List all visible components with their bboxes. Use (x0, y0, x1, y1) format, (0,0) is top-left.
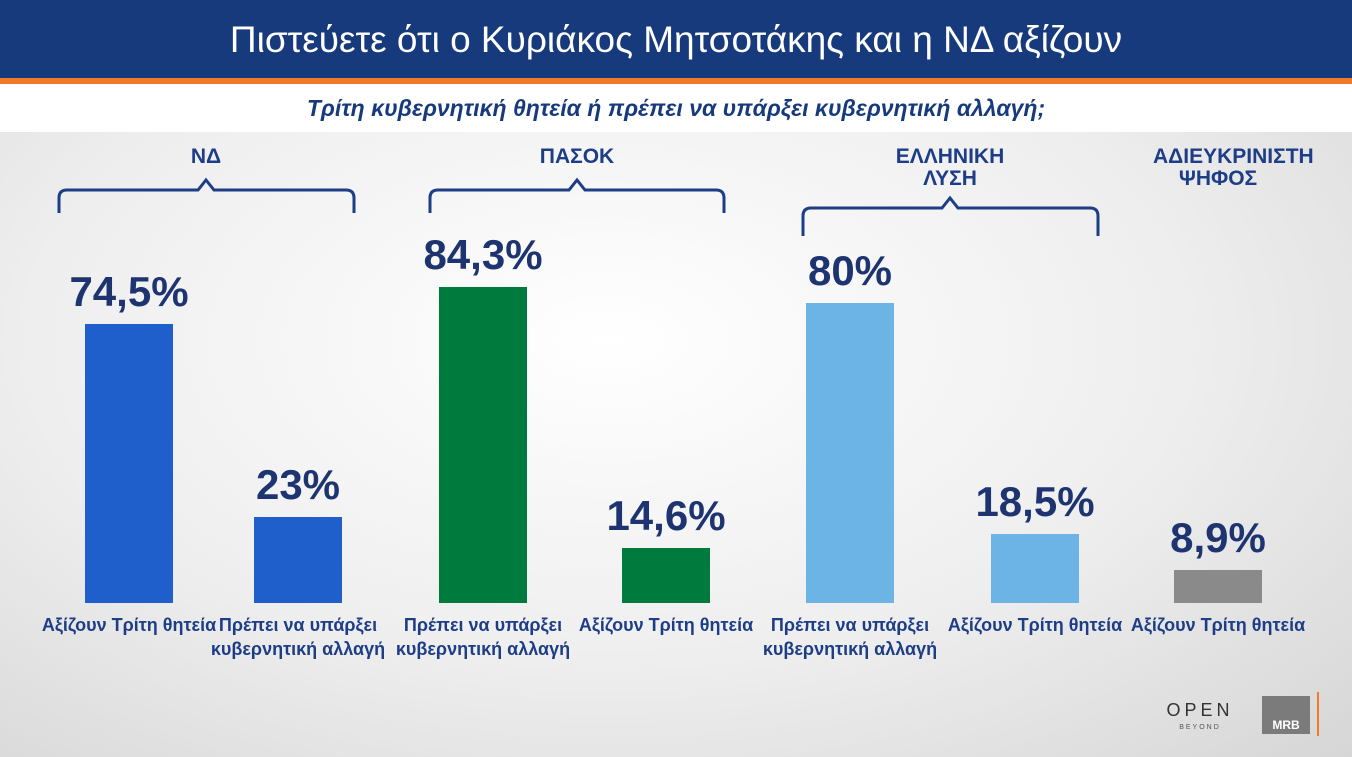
value-label: 74,5% (69, 267, 189, 315)
bar (806, 303, 894, 603)
group-name: ΝΔ (190, 145, 222, 168)
value-label: 23% (255, 460, 341, 508)
bar-label: Αξίζουν Τρίτη θητεία (578, 615, 754, 635)
group-name: ΠΑΣΟΚ (539, 145, 615, 168)
header-stripe (0, 78, 1352, 84)
pollster-logo (1262, 696, 1310, 734)
group-name: ΕΛΛΗΝΙΚΗ ΛΥΣΗ (895, 145, 1005, 190)
bar (991, 533, 1079, 603)
group-brackets (57, 177, 1100, 236)
bar-label: Αξίζουν Τρίτη θητεία (1130, 615, 1306, 635)
bar-label: Αξίζουν Τρίτη θητεία (947, 615, 1123, 635)
bar (439, 286, 527, 603)
value-label: 80% (807, 247, 893, 294)
subtitle-band (0, 84, 1352, 132)
bar (1174, 569, 1262, 603)
value-label: 8,9% (1170, 513, 1266, 561)
channel-logo: OPEN (1166, 700, 1234, 720)
value-label: 14,6% (606, 492, 726, 540)
header-band (0, 0, 1352, 78)
bar-label: Πρέπει να υπάρξει κυβερνητική αλλαγή (762, 615, 938, 659)
bar (622, 548, 710, 603)
chart-subtitle: Τρίτη κυβερνητική θητεία ή πρέπει να υπά… (306, 95, 1046, 121)
bar-label: Αξίζουν Τρίτη θητεία (41, 615, 217, 635)
pollster-name: MRB (1272, 718, 1300, 732)
channel-tagline: BEYOND (1179, 724, 1221, 731)
group-name: ΑΔΙΕΥΚΡΙΝΙΣΤΗ ΨΗΦΟΣ (1153, 145, 1314, 190)
value-label: 18,5% (975, 477, 1095, 525)
chart-title: Πιστεύετε ότι ο Κυριάκος Μητσοτάκης και … (229, 19, 1123, 60)
bar (85, 323, 173, 603)
bar (254, 516, 342, 603)
value-label: 84,3% (423, 230, 543, 278)
bar-label: Πρέπει να υπάρξει κυβερνητική αλλαγή (210, 615, 386, 659)
bar-label: Πρέπει να υπάρξει κυβερνητική αλλαγή (395, 615, 571, 659)
